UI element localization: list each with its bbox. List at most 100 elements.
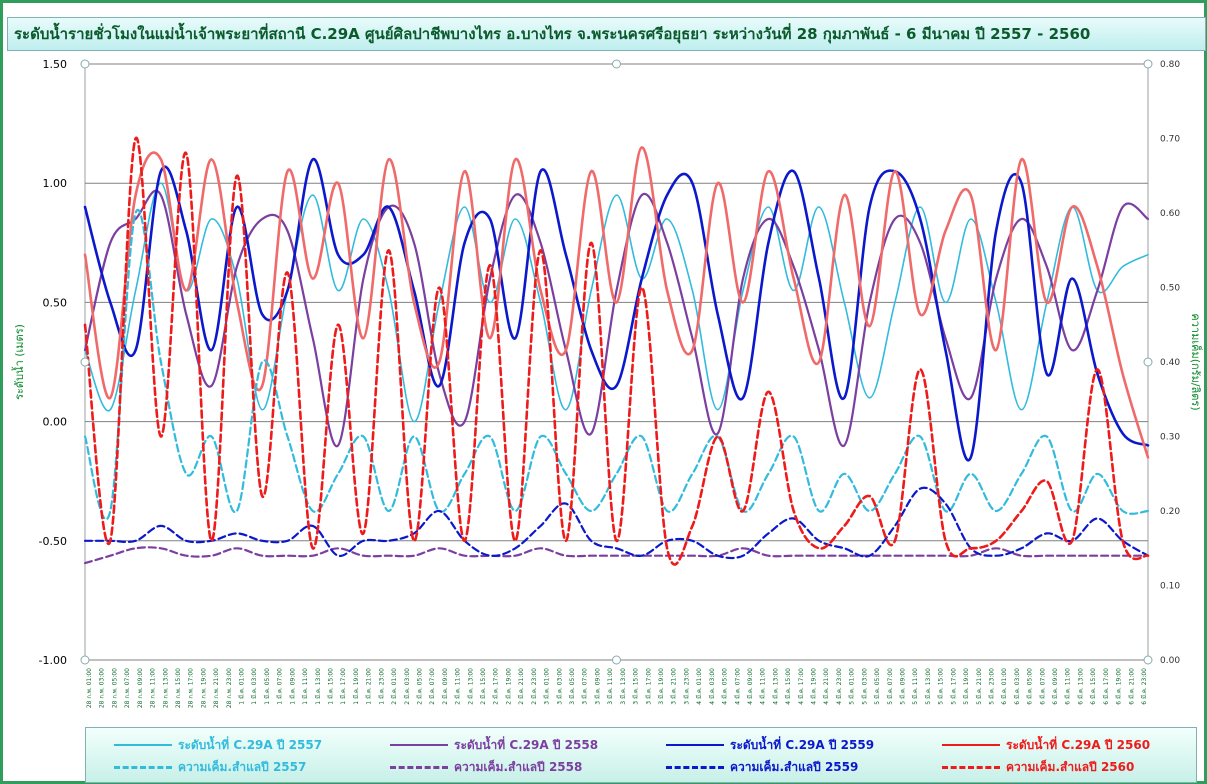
legend-item[interactable]: ระดับน้ำที่ C.29A ปี 2557 xyxy=(114,736,322,754)
x-tick-label: 5 มี.ค. 09:00 xyxy=(898,668,906,705)
x-tick-label: 1 มี.ค. 19:00 xyxy=(352,668,360,705)
legend-swatch xyxy=(390,765,448,769)
x-tick-label: 5 มี.ค. 17:00 xyxy=(949,668,957,705)
legend-item[interactable]: ความเค็ม.สำแลปี 2560 xyxy=(942,758,1134,776)
x-tick-label: 1 มี.ค. 21:00 xyxy=(365,668,373,705)
legend-swatch xyxy=(114,765,172,769)
legend-swatch xyxy=(114,744,172,746)
x-tick-label: 2 มี.ค. 01:00 xyxy=(390,668,398,705)
x-tick-label: 3 มี.ค. 17:00 xyxy=(644,668,652,705)
y-tick-label: 1.50 xyxy=(43,58,68,71)
x-tick-label: 2 มี.ค. 19:00 xyxy=(504,668,512,705)
x-tick-label: 4 มี.ค. 17:00 xyxy=(797,668,805,705)
series-line-0[interactable] xyxy=(84,182,1149,423)
x-tick-label: 3 มี.ค. 15:00 xyxy=(632,668,640,705)
legend-label: ความเค็ม.สำแลปี 2559 xyxy=(730,759,859,774)
resize-handle[interactable] xyxy=(612,655,621,665)
y2-tick-label: 0.60 xyxy=(1160,209,1180,219)
x-tick-label: 28 ก.พ. 01:00 xyxy=(86,668,93,708)
x-tick-label: 3 มี.ค. 19:00 xyxy=(657,668,665,705)
legend-swatch xyxy=(666,744,724,746)
x-tick-label: 4 มี.ค. 09:00 xyxy=(746,668,754,705)
x-tick-label: 6 มี.ค. 03:00 xyxy=(1013,668,1021,705)
x-tick-label: 28 ก.พ. 05:00 xyxy=(111,668,118,708)
x-tick-label: 6 มี.ค. 01:00 xyxy=(1000,668,1008,705)
x-tick-label: 28 ก.พ. 19:00 xyxy=(200,668,207,708)
legend-item[interactable]: ความเค็ม.สำแลปี 2558 xyxy=(390,758,582,776)
x-tick-label: 2 มี.ค. 17:00 xyxy=(492,668,500,705)
resize-handle[interactable] xyxy=(1143,655,1153,665)
resize-handle[interactable] xyxy=(80,655,90,665)
x-tick-label: 1 มี.ค. 11:00 xyxy=(301,668,309,705)
legend-swatch xyxy=(390,744,448,746)
legend-item[interactable]: ระดับน้ำที่ C.29A ปี 2559 xyxy=(666,736,874,754)
legend-swatch xyxy=(666,765,724,769)
x-tick-label: 5 มี.ค. 13:00 xyxy=(924,668,932,705)
x-tick-label: 1 มี.ค. 03:00 xyxy=(250,668,258,705)
legend-swatch xyxy=(942,765,1000,769)
x-tick-label: 1 มี.ค. 23:00 xyxy=(377,668,385,705)
resize-handle[interactable] xyxy=(80,59,90,69)
x-tick-label: 1 มี.ค. 17:00 xyxy=(339,668,347,705)
x-tick-label: 6 มี.ค. 07:00 xyxy=(1038,668,1046,705)
legend-item[interactable]: ระดับน้ำที่ C.29A ปี 2560 xyxy=(942,736,1150,754)
x-tick-label: 4 มี.ค. 13:00 xyxy=(771,668,779,705)
x-tick-label: 4 มี.ค. 19:00 xyxy=(810,668,818,705)
x-tick-label: 4 มี.ค. 11:00 xyxy=(759,668,767,705)
x-tick-label: 2 มี.ค. 11:00 xyxy=(454,668,462,705)
legend-label: ความเค็ม.สำแลปี 2558 xyxy=(454,759,583,774)
x-tick-label: 28 ก.พ. 21:00 xyxy=(213,668,220,708)
legend-label: ระดับน้ำที่ C.29A ปี 2557 xyxy=(178,737,323,752)
x-tick-label: 3 มี.ค. 11:00 xyxy=(606,668,614,705)
legend-label: ระดับน้ำที่ C.29A ปี 2559 xyxy=(730,737,875,752)
legend-item[interactable]: ความเค็ม.สำแลปี 2557 xyxy=(114,758,306,776)
x-tick-label: 5 มี.ค. 19:00 xyxy=(962,668,970,705)
legend-item[interactable]: ระดับน้ำที่ C.29A ปี 2558 xyxy=(390,736,598,754)
series-line-5[interactable] xyxy=(83,546,1150,565)
y-tick-label: -1.00 xyxy=(39,654,67,667)
x-tick-label: 5 มี.ค. 07:00 xyxy=(886,668,894,705)
plot-area xyxy=(84,63,1149,661)
x-tick-label: 1 มี.ค. 13:00 xyxy=(314,668,322,705)
series-line-1[interactable] xyxy=(83,189,1150,448)
x-tick-label: 2 มี.ค. 23:00 xyxy=(530,668,538,705)
x-tick-label: 1 มี.ค. 09:00 xyxy=(288,668,296,705)
x-tick-label: 6 มี.ค. 15:00 xyxy=(1089,668,1097,705)
y-tick-label: 1.00 xyxy=(43,177,68,190)
legend-swatch xyxy=(942,744,1000,746)
y-tick-label: 0.00 xyxy=(43,416,68,429)
x-tick-label: 28 ก.พ. 23:00 xyxy=(226,668,233,708)
x-tick-label: 28 ก.พ. 15:00 xyxy=(175,668,182,708)
x-tick-label: 3 มี.ค. 01:00 xyxy=(543,668,551,705)
series-line-7[interactable] xyxy=(83,137,1150,566)
x-tick-label: 6 มี.ค. 21:00 xyxy=(1127,668,1135,705)
y2-tick-label: 0.40 xyxy=(1160,358,1180,368)
legend-label: ความเค็ม.สำแลปี 2557 xyxy=(178,759,307,774)
x-tick-label: 4 มี.ค. 05:00 xyxy=(721,668,729,705)
x-tick-label: 6 มี.ค. 11:00 xyxy=(1064,668,1072,705)
chart-canvas[interactable]: 1.50 1.00 0.50 0.00 -0.50 -1.00 0.80 0.70 0.60 0.… xyxy=(3,51,1207,727)
x-tick-label: 3 มี.ค. 07:00 xyxy=(581,668,589,705)
x-tick-label: 28 ก.พ. 11:00 xyxy=(150,668,157,708)
x-tick-label: 2 มี.ค. 03:00 xyxy=(403,668,411,705)
legend-item[interactable]: ความเค็ม.สำแลปี 2559 xyxy=(666,758,858,776)
series-line-2[interactable] xyxy=(83,158,1150,462)
resize-handle[interactable] xyxy=(80,357,90,367)
x-tick-label: 28 ก.พ. 07:00 xyxy=(124,668,131,708)
resize-handle[interactable] xyxy=(612,59,621,69)
x-tick-label: 2 มี.ค. 21:00 xyxy=(517,668,525,705)
series-line-4[interactable] xyxy=(83,208,1150,521)
y2-tick-label: 0.20 xyxy=(1160,507,1180,517)
x-tick-label: 6 มี.ค. 09:00 xyxy=(1051,668,1059,705)
x-tick-label: 1 มี.ค. 15:00 xyxy=(327,668,335,705)
resize-handle[interactable] xyxy=(1143,357,1153,367)
resize-handle[interactable] xyxy=(1143,59,1153,69)
x-tick-label: 28 ก.พ. 03:00 xyxy=(99,668,106,708)
x-tick-label: 4 มี.ค. 23:00 xyxy=(835,668,843,705)
series-line-3[interactable] xyxy=(83,146,1150,459)
y2-tick-label: 0.80 xyxy=(1160,60,1180,70)
x-tick-label: 2 มี.ค. 15:00 xyxy=(479,668,487,705)
x-tick-label: 28 ก.พ. 09:00 xyxy=(137,668,144,708)
x-tick-label: 5 มี.ค. 15:00 xyxy=(937,668,945,705)
